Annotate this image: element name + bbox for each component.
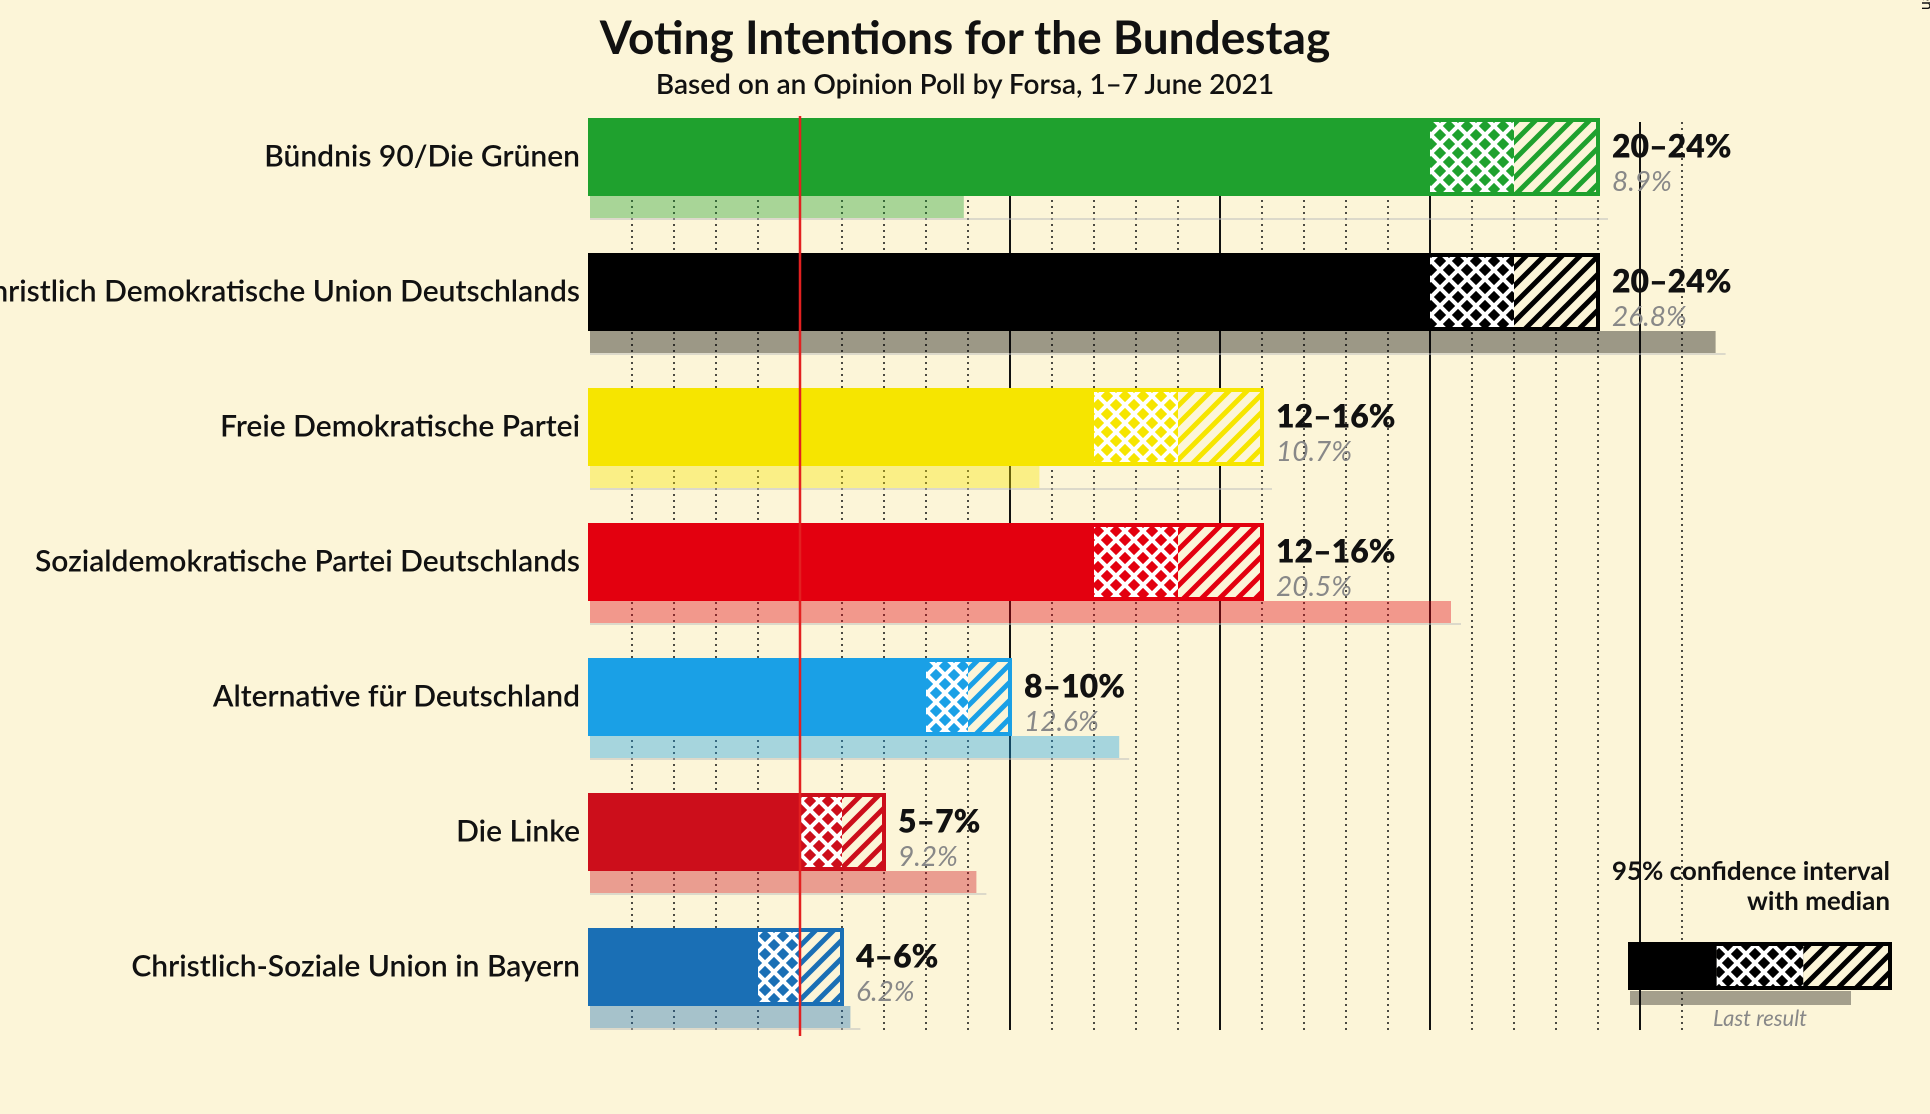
legend-bar-dhatch xyxy=(1803,944,1890,988)
party-label: Christlich Demokratische Union Deutschla… xyxy=(0,273,580,309)
last-result-label: 26.8% xyxy=(1612,298,1687,332)
bar-median-high-color xyxy=(842,795,884,869)
bar-solid xyxy=(590,795,800,869)
bar-low-median-hatch xyxy=(758,930,800,1004)
bar-solid xyxy=(590,930,758,1004)
party-label: Freie Demokratische Partei xyxy=(220,408,580,444)
party-label: Christlich-Soziale Union in Bayern xyxy=(131,948,580,984)
last-result-bar xyxy=(590,466,1039,488)
range-label: 12–16% xyxy=(1276,395,1396,434)
bar-solid xyxy=(590,525,1094,599)
last-result-label: 12.6% xyxy=(1024,703,1099,737)
bar-low-median-hatch xyxy=(1094,390,1178,464)
last-result-bar xyxy=(590,601,1451,623)
chart-title: Voting Intentions for the Bundestag xyxy=(599,9,1331,64)
bar-low-median-hatch xyxy=(1430,120,1514,194)
last-result-label: 20.5% xyxy=(1276,568,1352,602)
bar-median-high-color xyxy=(1514,120,1598,194)
legend-line2: with median xyxy=(1747,884,1890,916)
bar-low-median-hatch xyxy=(926,660,968,734)
last-result-bar xyxy=(590,331,1716,353)
copyright: © 2021 Filip van Laenen xyxy=(1918,0,1930,10)
bar-solid xyxy=(590,390,1094,464)
bar-median-high-color xyxy=(1178,390,1262,464)
bar-solid xyxy=(590,120,1430,194)
party-label: Sozialdemokratische Partei Deutschlands xyxy=(35,543,580,579)
legend-bar-solid xyxy=(1630,944,1717,988)
last-result-label: 6.2% xyxy=(856,973,915,1007)
party-row: Christlich Demokratische Union Deutschla… xyxy=(0,255,1732,354)
legend: 95% confidence intervalwith median Last r… xyxy=(1612,854,1890,1031)
range-label: 20–24% xyxy=(1612,260,1732,299)
bar-low-median-hatch xyxy=(800,795,842,869)
bar-low-median-hatch xyxy=(1430,255,1514,329)
range-label: 12–16% xyxy=(1276,530,1396,569)
range-label: 5–7% xyxy=(898,800,980,839)
range-label: 4–6% xyxy=(855,935,938,974)
bar-median-high-color xyxy=(1514,255,1598,329)
range-label: 20–24% xyxy=(1612,125,1732,164)
last-result-label: 9.2% xyxy=(898,838,958,872)
rows: Bündnis 90/Die Grünen20–24%8.9%Christlic… xyxy=(0,120,1732,1029)
bar-median-high-color xyxy=(800,930,842,1004)
party-label: Bündnis 90/Die Grünen xyxy=(264,138,580,174)
range-label: 8–10% xyxy=(1024,665,1125,704)
legend-bar-xhatch xyxy=(1717,944,1804,988)
bar-low-median-hatch xyxy=(1094,525,1178,599)
last-result-label: 10.7% xyxy=(1276,433,1352,467)
last-result-bar xyxy=(590,871,976,893)
party-label: Die Linke xyxy=(456,813,580,849)
party-label: Alternative für Deutschland xyxy=(212,678,580,714)
bar-solid xyxy=(590,255,1430,329)
chart-root: Voting Intentions for the BundestagBased… xyxy=(0,0,1930,1114)
party-row: Sozialdemokratische Partei Deutschlands 1… xyxy=(35,525,1461,624)
bar-median-high-color xyxy=(968,660,1010,734)
last-result-label: 8.9% xyxy=(1612,163,1672,197)
chart-subtitle: Based on an Opinion Poll by Forsa, 1–7 J… xyxy=(656,66,1274,100)
legend-line1: 95% confidence interval xyxy=(1612,854,1890,886)
party-row: Alternative für Deutschland 8–10%12.6% xyxy=(212,660,1129,759)
last-result-bar xyxy=(590,736,1119,758)
party-row: Bündnis 90/Die Grünen 20–24%8.9% xyxy=(264,120,1731,219)
bar-median-high-color xyxy=(1178,525,1262,599)
last-result-bar xyxy=(590,1006,850,1028)
last-result-bar xyxy=(590,196,964,218)
legend-last-bar xyxy=(1630,991,1851,1005)
party-row: Die Linke 5–7%9.2% xyxy=(456,795,986,894)
party-row: Christlich-Soziale Union in Bayern 4–6%6.… xyxy=(131,930,938,1029)
legend-last-label: Last result xyxy=(1713,1004,1807,1031)
bar-solid xyxy=(590,660,926,734)
